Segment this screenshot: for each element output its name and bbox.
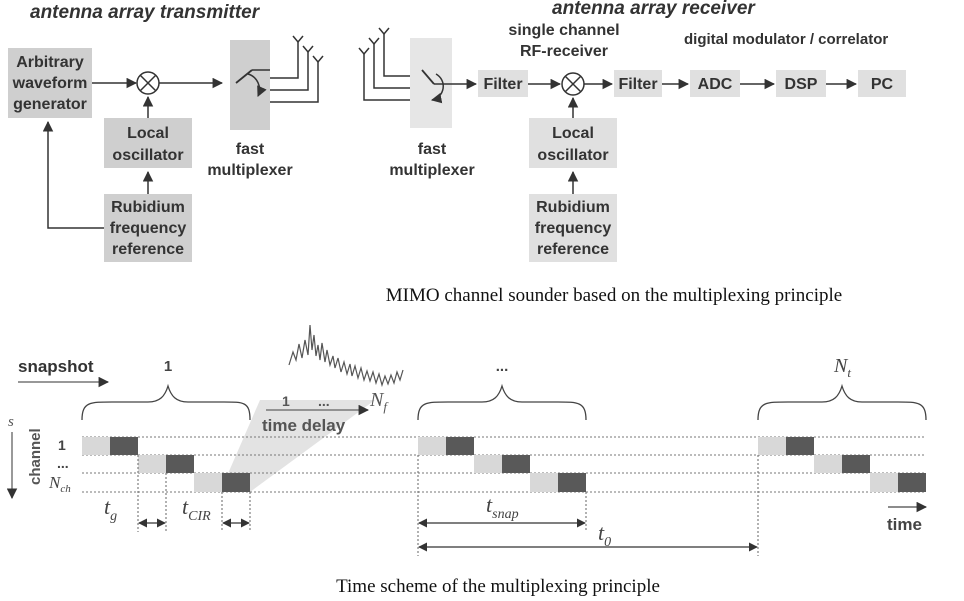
dsp-box: DSP: [776, 70, 826, 97]
freq-nf-label: Nf: [369, 389, 389, 414]
freq-dots-label: ...: [318, 393, 330, 409]
snapshot-1-brace: [81, 383, 251, 421]
pc-box: PC: [858, 70, 906, 97]
filter1-box: Filter: [478, 70, 528, 97]
rf-receiver-label-1: single channel: [508, 22, 619, 39]
tx-lo-label-1: Local: [127, 125, 169, 142]
receiver-title: antenna array receiver: [552, 0, 756, 19]
rx-rb-label-1: Rubidium: [536, 199, 610, 216]
adc-label: ADC: [698, 76, 733, 93]
bottom-caption: Time scheme of the multiplexing principl…: [336, 576, 660, 597]
awg-label-1: Arbitrary: [16, 54, 84, 71]
snapshot-1-label: 1: [164, 358, 172, 375]
cir-projection: [220, 400, 375, 492]
cir-waveform-icon: [288, 324, 404, 388]
tx-multiplexer: fast multiplexer: [207, 40, 293, 179]
time-delay-label: time delay: [262, 416, 346, 435]
tx-lo-label-2: oscillator: [112, 147, 183, 164]
snapshot-nt-brace: [757, 383, 927, 421]
channel-nch-label: Nch: [48, 473, 71, 495]
pc-label: PC: [871, 76, 894, 93]
timing-guides: [137, 455, 759, 556]
adc-box: ADC: [690, 70, 740, 97]
rx-mux-label-1: fast: [418, 141, 447, 158]
tsnap-label: tsnap: [486, 492, 519, 522]
tg-label: tg: [104, 494, 117, 524]
channel-s-label: s: [8, 414, 14, 430]
snapshot-dots-label: ...: [496, 358, 509, 375]
tx-mixer-icon: [136, 71, 160, 95]
rf-receiver-label-2: RF-receiver: [520, 43, 608, 60]
rx-rb-label-2: frequency: [535, 220, 612, 237]
transmitter-title: antenna array transmitter: [30, 2, 261, 23]
digital-correlator-label: digital modulator / correlator: [684, 31, 888, 48]
tx-rb-label-3: reference: [112, 241, 184, 258]
rx-multiplexer: fast multiplexer: [389, 38, 475, 179]
snapshot-dots-brace: [417, 383, 587, 421]
tx-rb-to-awg-arrow: [42, 120, 104, 229]
filter2-box: Filter: [614, 70, 662, 97]
top-caption: MIMO channel sounder based on the multip…: [386, 285, 842, 306]
snapshot-label: snapshot: [18, 357, 94, 376]
rx-mux-label-2: multiplexer: [389, 162, 474, 179]
dsp-label: DSP: [785, 76, 818, 93]
rx-mixer-icon: [561, 72, 585, 96]
rx-antenna-array-icon: [358, 27, 418, 101]
tx-rubidium-box: Rubidium frequency reference: [104, 194, 192, 262]
freq-1-label: 1: [282, 393, 290, 409]
rx-lo-label-1: Local: [552, 125, 594, 142]
rx-local-oscillator-box: Local oscillator: [529, 118, 617, 168]
t0-label: t0: [598, 520, 611, 550]
channel-dots-label: ...: [57, 455, 69, 471]
snapshot-nt-label: Nt: [833, 355, 851, 380]
awg-box: Arbitrary waveform generator: [8, 48, 92, 118]
time-label: time: [887, 515, 922, 534]
rx-rb-label-3: reference: [537, 241, 609, 258]
snapshot-nt-blocks: [758, 437, 926, 492]
tx-rb-label-1: Rubidium: [111, 199, 185, 216]
tcir-label: tCIR: [182, 494, 211, 524]
filter1-label: Filter: [483, 76, 522, 93]
tx-antenna-array-icon: [270, 35, 324, 103]
channel-label: channel: [27, 428, 44, 485]
channel-1-label: 1: [58, 437, 66, 453]
filter2-label: Filter: [618, 76, 657, 93]
awg-label-2: waveform: [12, 75, 88, 92]
awg-label-3: generator: [13, 96, 87, 113]
snapshot-dots-blocks: [418, 437, 586, 492]
tx-rb-label-2: frequency: [110, 220, 187, 237]
rx-lo-label-2: oscillator: [537, 147, 608, 164]
rx-rubidium-box: Rubidium frequency reference: [529, 194, 617, 262]
tx-local-oscillator-box: Local oscillator: [104, 118, 192, 168]
tx-mux-label-2: multiplexer: [207, 162, 292, 179]
tx-mux-label-1: fast: [236, 141, 265, 158]
snapshot-1-blocks: [82, 437, 250, 492]
